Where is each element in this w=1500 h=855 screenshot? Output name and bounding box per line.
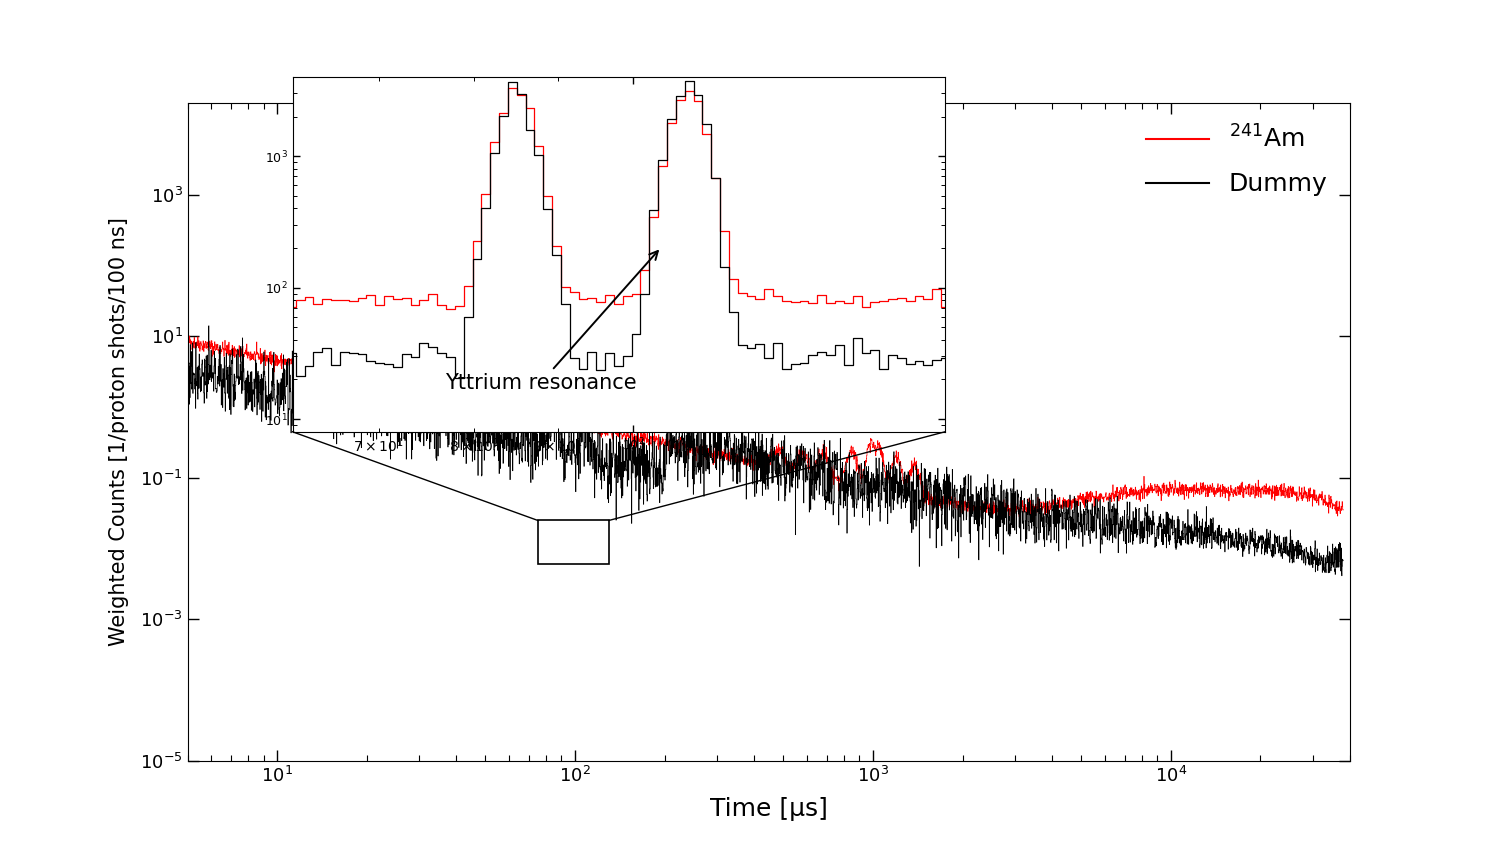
- Dummy: [722, 433, 740, 443]
- Bar: [538, 521, 609, 564]
- X-axis label: Time [μs]: Time [μs]: [710, 797, 828, 821]
- Dummy: [200, 321, 217, 331]
- Legend: $^{241}$Am, Dummy: $^{241}$Am, Dummy: [1137, 115, 1338, 206]
- Dummy: [1334, 555, 1352, 565]
- Dummy: [804, 494, 822, 504]
- $^{241}$Am: [924, 492, 942, 502]
- $^{241}$Am: [722, 452, 740, 463]
- $^{241}$Am: [804, 464, 822, 475]
- $^{241}$Am: [1023, 512, 1041, 522]
- $^{241}$Am: [178, 334, 196, 345]
- Dummy: [924, 495, 942, 505]
- $^{241}$Am: [1007, 507, 1025, 517]
- $^{241}$Am: [180, 331, 198, 341]
- Dummy: [279, 420, 297, 430]
- Dummy: [1334, 570, 1352, 581]
- Dummy: [442, 402, 460, 412]
- Y-axis label: Weighted Counts [1/proton shots/100 ns]: Weighted Counts [1/proton shots/100 ns]: [110, 217, 129, 646]
- Dummy: [178, 362, 196, 372]
- Dummy: [1007, 525, 1025, 535]
- Line: $^{241}$Am: $^{241}$Am: [188, 336, 1342, 517]
- $^{241}$Am: [1334, 504, 1352, 515]
- Line: Dummy: Dummy: [188, 326, 1342, 575]
- Text: Yttrium resonance: Yttrium resonance: [444, 251, 658, 393]
- $^{241}$Am: [442, 389, 460, 399]
- $^{241}$Am: [279, 358, 297, 369]
